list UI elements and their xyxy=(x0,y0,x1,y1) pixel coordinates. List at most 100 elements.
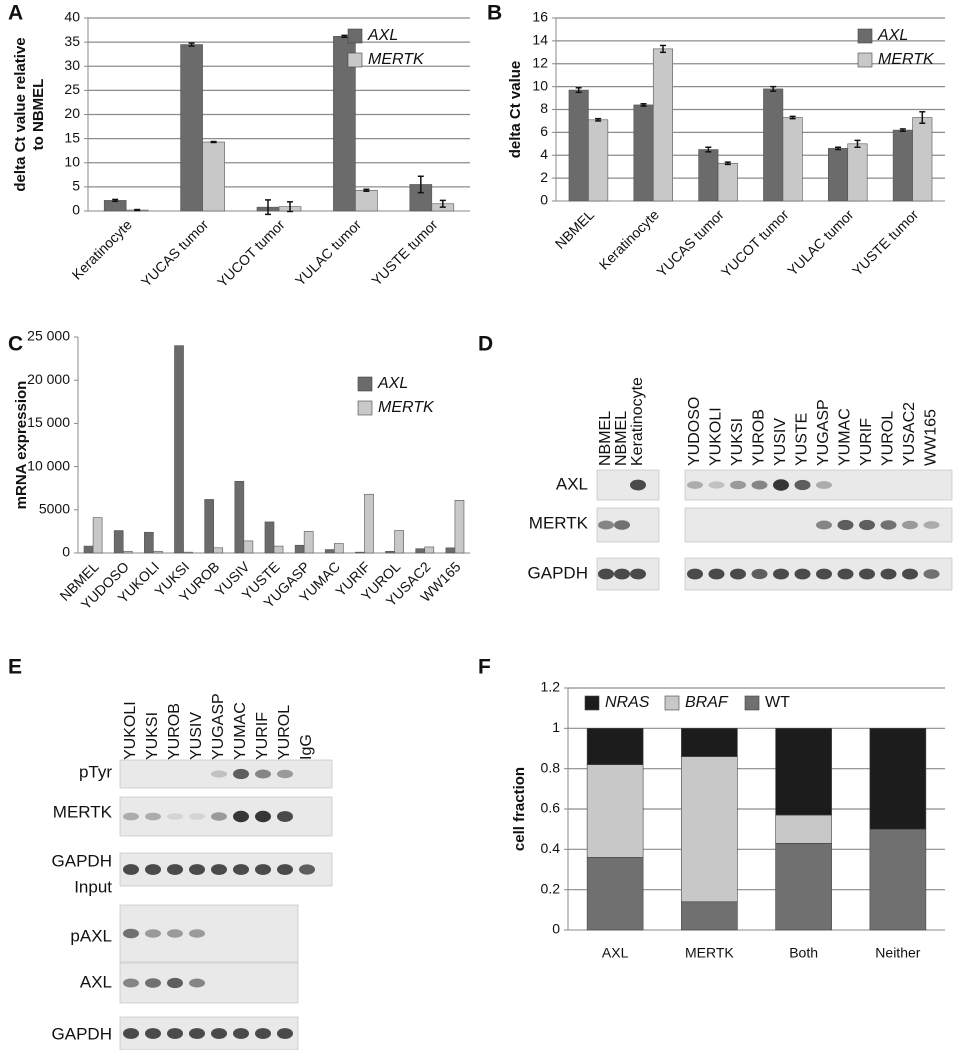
bar xyxy=(243,540,254,554)
blot-band xyxy=(211,864,227,875)
legend-swatch xyxy=(347,28,363,44)
row-label: GAPDH xyxy=(52,1024,112,1043)
row-label: MERTK xyxy=(529,513,589,532)
blot-band xyxy=(794,568,811,580)
bar-segment xyxy=(586,857,644,931)
blot-band xyxy=(880,520,897,530)
blot-band xyxy=(211,770,227,778)
y-tick-label: 15 xyxy=(64,129,80,145)
legend-swatch xyxy=(664,695,680,711)
blot-band xyxy=(145,978,161,988)
blot-band xyxy=(233,810,249,823)
blot-band xyxy=(902,520,918,530)
blot-band xyxy=(773,479,789,491)
blot-band xyxy=(255,1028,271,1039)
legend-label: MERTK xyxy=(378,399,435,416)
legend-swatch xyxy=(584,695,600,711)
legend-label: MERTK xyxy=(878,51,935,68)
blot-band xyxy=(880,568,897,580)
blot-band xyxy=(902,568,918,580)
bar xyxy=(213,547,224,554)
error-bar xyxy=(659,44,666,54)
row-label: pTyr xyxy=(79,762,112,781)
panel-label: A xyxy=(8,2,23,25)
bar xyxy=(144,531,154,554)
lane-label: YUGASP xyxy=(815,399,832,466)
bar-segment xyxy=(586,728,644,765)
bar xyxy=(588,119,609,202)
panel-label: E xyxy=(8,656,22,679)
y-tick-label: 0.8 xyxy=(541,759,561,775)
error-bar xyxy=(835,146,842,151)
blot-band xyxy=(708,568,725,580)
legend-label: MERTK xyxy=(368,51,425,68)
legend-label: NRAS xyxy=(605,694,650,711)
error-bar xyxy=(287,201,293,213)
lane-label: NBMEL xyxy=(613,411,630,466)
bar xyxy=(153,550,163,554)
blot-band xyxy=(730,480,746,490)
y-tick-label: 0.6 xyxy=(541,800,561,816)
lane-label: YUSIV xyxy=(772,418,789,466)
bar-segment xyxy=(775,842,832,931)
blot-band xyxy=(751,480,768,490)
bar xyxy=(324,549,335,554)
y-tick-label: 25 xyxy=(64,81,80,97)
bar xyxy=(364,493,374,554)
blot-band xyxy=(123,978,139,988)
blot-band xyxy=(189,1028,205,1039)
bar-segment xyxy=(681,901,738,931)
y-axis-label: delta Ct value xyxy=(507,61,524,159)
x-tick-label: MERTK xyxy=(685,945,734,961)
blot-band xyxy=(923,521,940,529)
blot-band xyxy=(167,1028,183,1039)
blot-band xyxy=(145,812,161,821)
error-bar xyxy=(854,139,861,148)
lane-label: YUMAC xyxy=(837,408,854,466)
row-label: GAPDH xyxy=(52,851,112,870)
blot-band xyxy=(598,568,614,580)
bar xyxy=(415,548,426,554)
bar xyxy=(633,104,654,202)
y-tick-label: 25 000 xyxy=(27,328,70,344)
bar xyxy=(204,499,214,554)
y-tick-label: 0 xyxy=(62,544,70,560)
bar xyxy=(847,143,868,202)
bar xyxy=(424,546,435,554)
lane-label: YUKSI xyxy=(729,418,746,466)
error-bar xyxy=(724,161,731,166)
y-axis-label: to NBMEL xyxy=(30,79,47,151)
bar-segment xyxy=(681,728,738,757)
blot-band xyxy=(167,977,183,989)
legend-label: AXL xyxy=(877,27,908,44)
blot-band xyxy=(277,864,293,875)
error-bar xyxy=(265,199,271,216)
blot-band xyxy=(730,568,746,580)
bar-segment xyxy=(775,728,832,816)
lane-label: YUGASP xyxy=(210,693,227,760)
blot-band xyxy=(614,520,630,530)
blot-band xyxy=(145,1028,161,1039)
blot-band xyxy=(277,811,293,822)
blot-band xyxy=(923,569,940,579)
y-tick-label: 4 xyxy=(540,146,548,162)
bar xyxy=(183,551,193,554)
panel-label: D xyxy=(478,333,493,356)
blot-band xyxy=(233,864,249,875)
legend-label: WT xyxy=(765,694,790,711)
blot-band xyxy=(816,520,832,530)
error-bar xyxy=(899,128,906,132)
y-tick-label: 40 xyxy=(64,9,80,25)
error-bar xyxy=(112,198,119,203)
y-tick-label: 10 xyxy=(532,77,548,93)
bar xyxy=(273,545,284,554)
blot-band xyxy=(859,519,875,531)
lane-label: YUROB xyxy=(751,409,768,466)
y-tick-label: 1 xyxy=(552,719,560,735)
y-tick-label: 16 xyxy=(532,9,548,25)
blot-strip xyxy=(119,759,333,789)
blot-band xyxy=(189,978,205,988)
error-bar xyxy=(363,188,370,192)
blot-band xyxy=(123,864,139,875)
